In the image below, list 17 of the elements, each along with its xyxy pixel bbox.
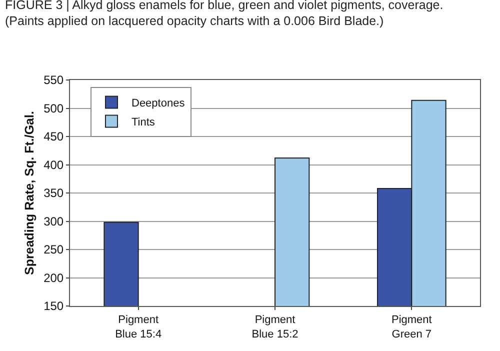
y-tick-label: 400 xyxy=(44,158,64,172)
x-tick-label: Pigment Blue 15:2 xyxy=(252,314,298,340)
x-tick-label: Pigment Green 7 xyxy=(391,314,432,340)
y-tick-label: 350 xyxy=(44,186,64,200)
y-tick-label: 550 xyxy=(44,73,64,88)
legend-label: Tints xyxy=(132,116,156,129)
legend-label: Deeptones xyxy=(132,98,186,110)
y-tick-label: 200 xyxy=(44,270,64,285)
y-tick-label: 450 xyxy=(44,130,64,144)
chart-subtitle: (Paints applied on lacquered opacity charts with a 0.006 Bird Blade.) xyxy=(5,14,384,28)
y-tick-label: 250 xyxy=(44,242,64,257)
y-tick-label: 500 xyxy=(44,101,64,116)
x-tick-label: Pigment Blue 15:4 xyxy=(115,314,162,340)
y-tick-label: 150 xyxy=(44,299,64,314)
y-tick-label: 300 xyxy=(44,214,64,228)
chart-title: FIGURE 3 | Alkyd gloss enamels for blue, green and violet pigments, coverage. xyxy=(5,0,444,12)
y-axis-title: Spreading Rate, Sq. Ft./Gal. xyxy=(22,111,37,275)
